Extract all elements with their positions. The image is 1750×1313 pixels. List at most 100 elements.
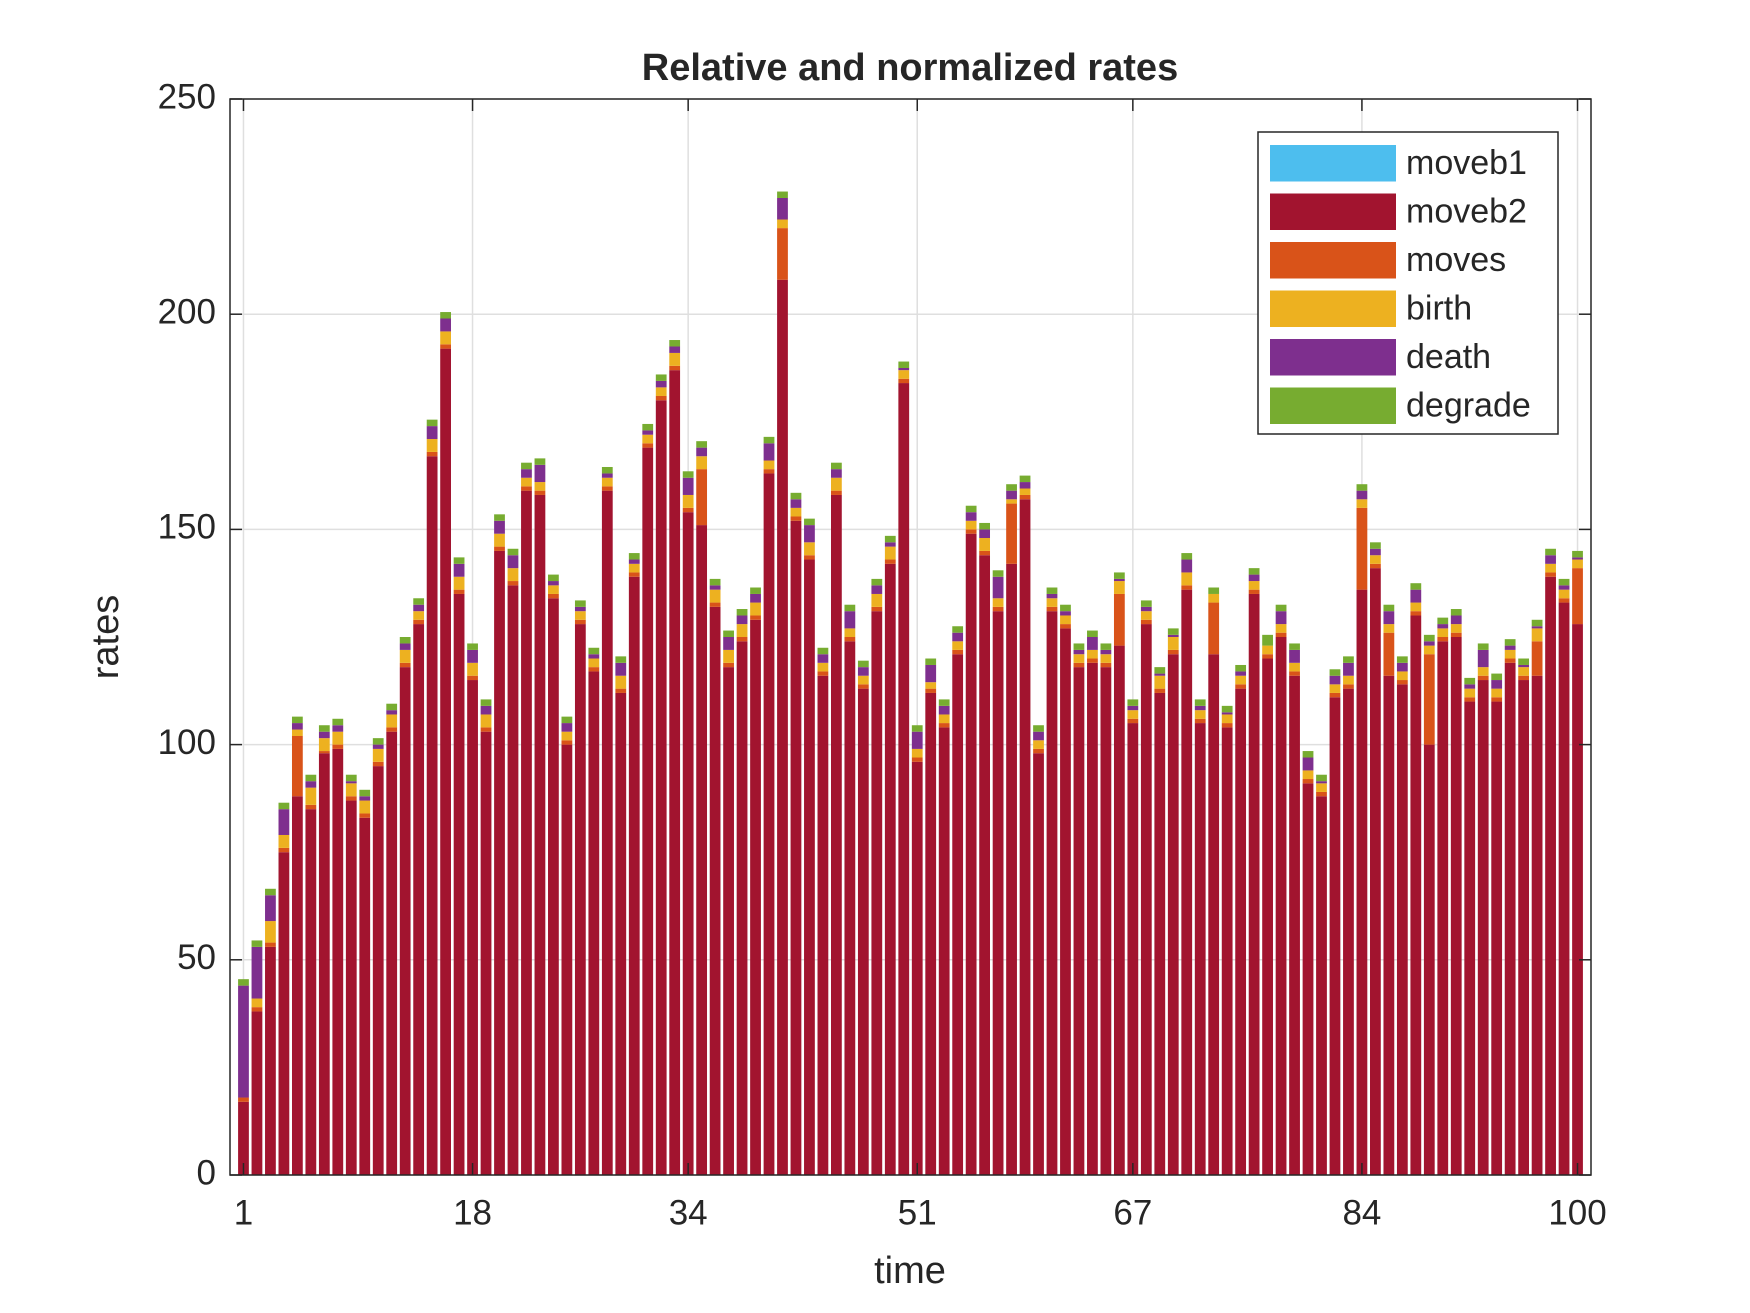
bar-segment xyxy=(750,602,761,616)
bar-segment xyxy=(494,520,505,534)
bar-segment xyxy=(1450,624,1462,633)
bar-segment xyxy=(1477,649,1489,668)
bar-segment xyxy=(1033,731,1044,741)
bar-segment xyxy=(1181,585,1193,590)
bar-segment xyxy=(1464,684,1476,689)
bar-segment xyxy=(642,434,654,444)
y-tick-label: 150 xyxy=(158,508,216,547)
bar-segment xyxy=(1127,723,1139,1175)
bar-segment xyxy=(898,383,910,1176)
bar-segment xyxy=(871,585,883,594)
bar-segment xyxy=(884,563,896,1175)
bar-segment xyxy=(1140,611,1152,620)
bar-segment xyxy=(1558,602,1570,1175)
bar-segment xyxy=(1396,680,1408,685)
bar-segment xyxy=(1316,783,1327,792)
bar-segment xyxy=(1006,503,1017,564)
bar-segment xyxy=(1033,740,1044,749)
bar-segment xyxy=(979,522,991,530)
bar-segment xyxy=(453,557,465,564)
bar-segment xyxy=(1235,664,1247,672)
bar-segment xyxy=(1167,634,1179,637)
bar-segment xyxy=(628,572,640,577)
bar-segment xyxy=(1343,684,1354,689)
bar-segment xyxy=(1383,611,1395,625)
bar-segment xyxy=(1235,675,1247,685)
bar-segment xyxy=(265,888,276,896)
bar-segment xyxy=(372,766,384,1175)
bar-segment xyxy=(696,525,708,1175)
bar-segment xyxy=(1221,712,1233,715)
bar-segment xyxy=(413,624,425,1175)
bar-segment xyxy=(817,675,829,1175)
bar-segment xyxy=(817,654,829,663)
bar-segment xyxy=(682,512,694,1175)
bar-segment xyxy=(1383,624,1395,633)
bar-segment xyxy=(777,228,788,280)
bar-segment xyxy=(736,641,748,1175)
bar-segment xyxy=(453,589,465,594)
bar-segment xyxy=(440,318,451,332)
bar-segment xyxy=(952,632,964,642)
bar-segment xyxy=(1531,675,1543,1175)
bar-segment xyxy=(1275,637,1287,1175)
bar-segment xyxy=(750,615,761,620)
bar-segment xyxy=(1518,664,1530,668)
bar-segment xyxy=(1396,684,1408,1175)
bar-segment xyxy=(561,744,573,1175)
bar-segment xyxy=(871,578,883,586)
bar-segment xyxy=(265,921,276,943)
bar-segment xyxy=(574,619,586,625)
bar-segment xyxy=(318,725,330,732)
bar-segment xyxy=(332,748,344,1175)
bar-segment xyxy=(615,662,627,676)
bar-segment xyxy=(1073,649,1085,655)
bar-segment xyxy=(507,568,519,582)
bar-segment xyxy=(911,748,923,758)
bar-segment xyxy=(345,796,357,801)
bar-segment xyxy=(1113,645,1125,1175)
bar-segment xyxy=(965,520,977,530)
bar-segment xyxy=(507,555,519,569)
bar-segment xyxy=(1181,553,1193,560)
legend-swatch xyxy=(1270,193,1396,230)
bar-segment xyxy=(1356,589,1368,1175)
bar-segment xyxy=(1423,645,1435,655)
bar-segment xyxy=(1127,699,1139,706)
bar-segment xyxy=(1545,576,1556,1175)
bar-segment xyxy=(399,667,411,1175)
bar-segment xyxy=(1477,643,1489,650)
bar-segment xyxy=(1491,673,1503,681)
bar-segment xyxy=(1477,680,1489,1175)
bar-segment xyxy=(548,585,559,594)
bar-segment xyxy=(1194,723,1206,1175)
bar-segment xyxy=(1154,673,1166,676)
bar-segment xyxy=(615,688,627,693)
bar-segment xyxy=(911,761,923,1175)
bar-segment xyxy=(1545,572,1556,577)
bar-segment xyxy=(574,606,586,612)
bar-segment xyxy=(1262,654,1273,659)
bar-segment xyxy=(884,535,896,543)
bar-segment xyxy=(1423,641,1435,646)
bar-segment xyxy=(655,380,667,388)
bar-segment xyxy=(359,796,371,801)
bar-segment xyxy=(1545,563,1556,573)
bar-segment xyxy=(1329,684,1341,693)
bar-segment xyxy=(332,718,344,726)
bar-segment xyxy=(1235,684,1247,689)
bar-segment xyxy=(1127,710,1139,719)
bar-segment xyxy=(278,852,290,1175)
bar-segment xyxy=(709,585,721,590)
bar-segment xyxy=(413,604,425,612)
bar-segment xyxy=(1019,475,1031,483)
x-tick-label: 84 xyxy=(1342,1193,1381,1232)
bar-segment xyxy=(1491,688,1503,698)
bar-segment xyxy=(1423,634,1435,642)
bar-segment xyxy=(1356,499,1368,508)
bar-segment xyxy=(426,456,438,1175)
bar-segment xyxy=(655,395,667,401)
bar-segment xyxy=(1316,791,1327,797)
bar-segment xyxy=(426,419,438,427)
bar-segment xyxy=(318,753,330,1175)
